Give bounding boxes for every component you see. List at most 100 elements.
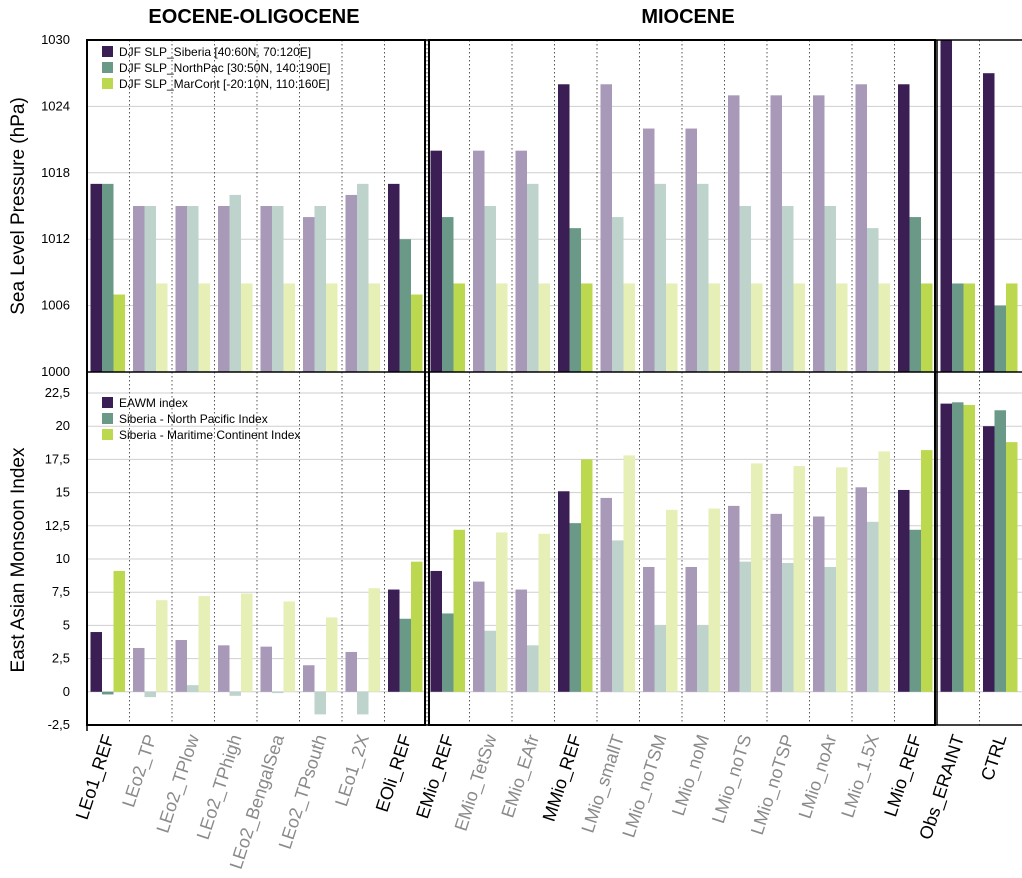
legend-swatch-bottom [102, 429, 113, 440]
bar-bottom-s3 [453, 529, 465, 692]
bar-bottom-s3 [241, 593, 253, 692]
bar-top-s2 [612, 217, 624, 372]
bar-bottom-s2 [527, 645, 539, 692]
bar-top-s2 [187, 206, 199, 372]
bar-top-s3 [113, 294, 125, 372]
bar-top-s2 [994, 305, 1006, 372]
bar-top-s2 [102, 183, 114, 372]
legend-swatch-top [102, 62, 113, 73]
bar-bottom-s3 [156, 600, 168, 692]
legend-swatch-top [102, 46, 113, 57]
bar-top-s3 [963, 283, 975, 372]
bar-bottom-s2 [314, 691, 326, 715]
legend-label-bottom: EAWM index [119, 396, 188, 410]
bar-top-s3 [283, 283, 295, 372]
bar-bottom-s1 [218, 645, 230, 692]
experiment-dividers [129, 40, 980, 725]
y-tick-bottom: 2,5 [52, 651, 70, 666]
y-axis-title-bottom: East Asian Monsoon Index [8, 447, 29, 672]
y-tick-bottom: 17,5 [45, 451, 70, 466]
bar-top-s3 [368, 283, 380, 372]
bar-top-s1 [728, 95, 740, 372]
bar-bottom-s2 [399, 618, 411, 692]
bar-bottom-s2 [102, 691, 114, 695]
bar-top-s3 [708, 283, 720, 372]
bar-bottom-s3 [113, 570, 125, 692]
bar-top-s1 [90, 183, 102, 372]
bar-bottom-s2 [144, 691, 156, 698]
miocene-box [428, 39, 936, 726]
bar-bottom-s1 [388, 589, 400, 692]
bar-bottom-s1 [90, 632, 102, 692]
bar-bottom-s1 [770, 513, 782, 692]
x-tick-label: EMio_REF [412, 732, 459, 821]
bar-top-s2 [272, 206, 284, 372]
bar-bottom-s3 [878, 451, 890, 692]
bar-top-s2 [357, 183, 369, 372]
legend-label-bottom: Siberia - Maritime Continent Index [119, 428, 300, 442]
legend-label-top: DJF SLP_MarCont [-20:10N, 110:160E] [119, 77, 330, 91]
y-tick-top: 1024 [41, 98, 70, 113]
y-tick-bottom: 15 [56, 485, 70, 500]
bar-bottom-s3 [326, 617, 338, 692]
bar-bottom-s3 [198, 596, 210, 692]
bar-bottom-s2 [909, 529, 921, 692]
bar-bottom-s2 [739, 561, 751, 692]
bar-top-s3 [878, 283, 890, 372]
bar-top-s3 [453, 283, 465, 372]
y-axis-title-top: Sea Level Pressure (hPa) [8, 97, 29, 315]
bar-bottom-s3 [708, 508, 720, 692]
bar-bottom-s3 [411, 561, 423, 692]
x-tick-label: LMio_noM [668, 732, 714, 818]
legend-swatch-top [102, 78, 113, 89]
bar-top-s2 [314, 206, 326, 372]
bar-bottom-s3 [921, 450, 933, 692]
legend-label-top: DJF SLP_Siberia [40:60N, 70:120E] [119, 45, 311, 59]
bar-top-s3 [198, 283, 210, 372]
bar-bottom-s1 [940, 403, 952, 692]
x-tick-label: LEo2_TP [118, 732, 161, 810]
bar-bottom-s3 [1006, 442, 1018, 692]
y-tick-top: 1000 [41, 364, 70, 379]
x-tick-label: LMio_noTS [708, 732, 756, 826]
bar-bottom-s2 [952, 402, 964, 692]
bar-bottom-s1 [345, 651, 357, 692]
bar-top-s2 [782, 206, 794, 372]
bar-top-s1 [940, 40, 952, 372]
bar-bottom-s1 [685, 566, 697, 692]
bar-top-s2 [697, 183, 709, 372]
bar-top-s3 [411, 294, 423, 372]
y-tick-bottom: 5 [63, 617, 70, 632]
bar-top-s2 [952, 283, 964, 372]
bar-bottom-s3 [581, 459, 593, 692]
x-tick-label: LMio_noTSM [618, 732, 671, 840]
bar-top-s1 [345, 194, 357, 372]
x-tick-label: LEo1_2X [331, 732, 374, 809]
bar-bottom-s2 [654, 625, 666, 692]
bar-top-s2 [909, 217, 921, 372]
x-tick-label: EMio_EAfr [497, 732, 544, 820]
bar-bottom-s3 [623, 455, 635, 692]
bar-top-s1 [600, 84, 612, 373]
y-tick-bottom: 10 [56, 551, 70, 566]
bar-bottom-s1 [260, 646, 272, 692]
bar-top-s1 [133, 206, 145, 372]
section-title-eocene: EOCENE-OLIGOCENE [148, 6, 359, 28]
bar-top-s1 [685, 128, 697, 372]
bar-bottom-s3 [496, 532, 508, 692]
bar-top-s1 [430, 150, 442, 372]
y-tick-bottom: 7,5 [52, 584, 70, 599]
bar-top-s1 [770, 95, 782, 372]
bar-top-s1 [983, 73, 995, 372]
legend-swatch-bottom [102, 397, 113, 408]
x-tick-label: LMio_smallT [578, 732, 630, 836]
bar-top-s1 [515, 150, 527, 372]
bar-top-s1 [898, 84, 910, 373]
bar-top-s1 [813, 95, 825, 372]
bar-top-s3 [581, 283, 593, 372]
bar-bottom-s2 [824, 566, 836, 692]
bar-top-s2 [229, 194, 241, 372]
bar-top-s2 [144, 206, 156, 372]
bar-bottom-s1 [558, 491, 570, 692]
